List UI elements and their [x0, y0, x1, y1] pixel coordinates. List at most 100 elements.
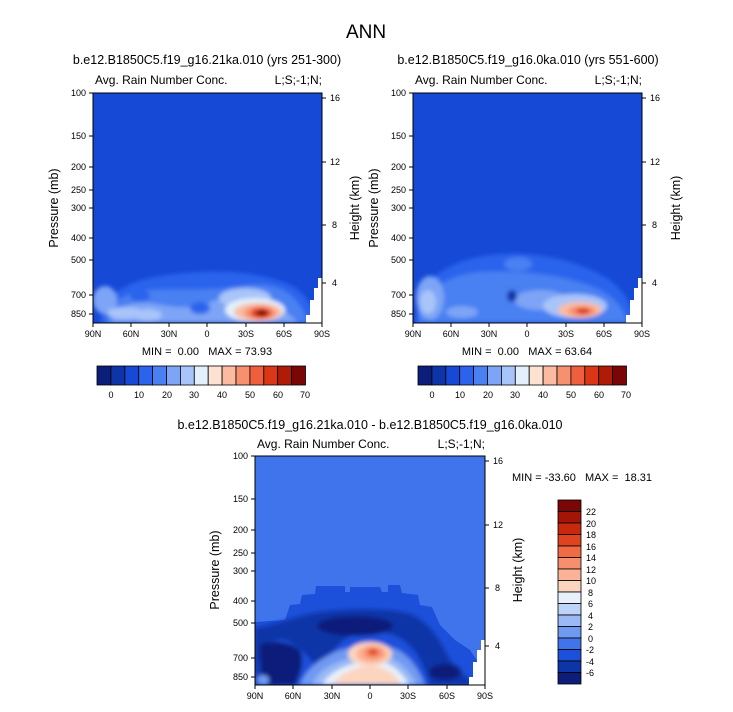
panel-2-colorbar-boxes — [417, 365, 627, 386]
colorbar-box — [557, 499, 582, 512]
panel-3-ytick-200: 200 — [233, 525, 248, 535]
panel-2-cbtick-10: 10 — [455, 390, 465, 400]
panel-1-colorbar: 0 10 20 30 40 50 60 70 — [96, 365, 310, 400]
figure-title: ANN — [346, 22, 386, 43]
panel-2-xtick-60N: 60N — [443, 329, 460, 339]
colorbar-box — [124, 365, 140, 386]
panel-3-ytick-500: 500 — [233, 618, 248, 628]
colorbar-box — [598, 365, 614, 386]
panel-1-cbtick-10: 10 — [134, 390, 144, 400]
panel-3-xtick-30N: 30N — [324, 691, 341, 701]
panel-2-title: b.e12.B1850C5.f19_g16.0ka.010 (yrs 551-6… — [397, 53, 658, 67]
panel-2-plot-area — [412, 92, 643, 324]
panel-3-y2tick-4: 4 — [495, 641, 500, 651]
panel-3-xtick-90S: 90S — [477, 691, 493, 701]
panel-1-y2tick-4: 4 — [332, 278, 337, 288]
panel-3-cbtick-m4: -4 — [586, 657, 594, 667]
panel-2-cbtick-60: 60 — [594, 390, 604, 400]
colorbar-box — [291, 365, 306, 386]
panel-3-ytick-850: 850 — [233, 672, 248, 682]
colorbar-box — [459, 365, 475, 386]
colorbar-box — [431, 365, 447, 386]
panel-1-cbtick-30: 30 — [189, 390, 199, 400]
panel-2-y2tick-4: 4 — [652, 278, 657, 288]
colorbar-box — [473, 365, 488, 386]
panel-3-ytick-300: 300 — [233, 566, 248, 576]
panel-2-cbtick-50: 50 — [566, 390, 576, 400]
panel-1-ytick-300: 300 — [71, 203, 86, 213]
colorbar-box — [138, 365, 153, 386]
panel-3-cbtick-2: 2 — [588, 622, 593, 632]
panel-2-y2tick-16: 16 — [650, 93, 660, 103]
panel-1-cbtick-40: 40 — [217, 390, 227, 400]
colorbar-box — [557, 580, 582, 593]
colorbar-box — [570, 365, 586, 386]
panel-3-plot-area — [254, 455, 486, 686]
panel-2-ytick-200: 200 — [391, 162, 406, 172]
panel-3-title: b.e12.B1850C5.f19_g16.21ka.010 - b.e12.B… — [177, 418, 562, 432]
panel-3-cbtick-20: 20 — [586, 519, 596, 529]
panel-1-ytick-200: 200 — [71, 162, 86, 172]
panel-2-cbtick-0: 0 — [429, 390, 434, 400]
colorbar-box — [96, 365, 112, 386]
panel-2-xtick-30N: 30N — [481, 329, 498, 339]
colorbar-box — [179, 365, 195, 386]
panel-1-ytick-700: 700 — [71, 290, 86, 300]
colorbar-box — [277, 365, 293, 386]
colorbar-box — [557, 660, 582, 673]
panel-2-ytick-100: 100 — [391, 88, 406, 98]
colorbar-box — [557, 603, 582, 616]
colorbar-box — [528, 365, 544, 386]
panel-3-cbtick-m6: -6 — [586, 668, 594, 678]
panel-1-xtick-60N: 60N — [123, 329, 140, 339]
panel-3-cbtick-8: 8 — [588, 588, 593, 598]
panel-3-left-label: Avg. Rain Number Conc. — [257, 437, 390, 451]
colorbar-box — [584, 365, 600, 386]
panel-3-y2tick-16: 16 — [493, 456, 503, 466]
panel-3-contours — [255, 585, 485, 685]
colorbar-box — [166, 365, 181, 386]
colorbar-box — [207, 365, 223, 386]
panel-3-colorbar-boxes — [557, 499, 582, 685]
panel-2-right-label: L;S;-1;N; — [595, 73, 642, 87]
panel-1-plot-area — [92, 92, 323, 324]
panel-1-cbtick-0: 0 — [108, 390, 113, 400]
colorbar-box — [557, 522, 582, 535]
panel-1-ytick-250: 250 — [71, 185, 86, 195]
panel-2-ytick-300: 300 — [391, 203, 406, 213]
panel-2-ytick-400: 400 — [391, 233, 406, 243]
panel-1-y2tick-8: 8 — [332, 220, 337, 230]
colorbar-box — [612, 365, 627, 386]
panel-2-axes: 90N 60N 30N 0 30S 60S 90S 100 150 200 25… — [391, 88, 660, 339]
panel-3-ytick-400: 400 — [233, 596, 248, 606]
panel-3-y2tick-8: 8 — [495, 583, 500, 593]
panel-1-xtick-60S: 60S — [276, 329, 292, 339]
panel-3-colorbar: 22 20 18 16 14 12 10 8 6 4 2 0 -2 -4 -6 — [557, 499, 596, 685]
panel-1-contours — [93, 271, 318, 323]
panel-2-cbtick-20: 20 — [483, 390, 493, 400]
panel-3-cbtick-0: 0 — [588, 634, 593, 644]
panel-1-cbtick-20: 20 — [162, 390, 172, 400]
panel-1-cbtick-60: 60 — [273, 390, 283, 400]
panel-3-right-label: L;S;-1;N; — [438, 437, 485, 451]
panel-2-left-label: Avg. Rain Number Conc. — [415, 73, 548, 87]
panel-2-xtick-90S: 90S — [634, 329, 650, 339]
panel-1-right-label: L;S;-1;N; — [275, 73, 322, 87]
panel-3-cbtick-10: 10 — [586, 576, 596, 586]
colorbar-box — [445, 365, 461, 386]
panel-1: b.e12.B1850C5.f19_g16.21ka.010 (yrs 251-… — [47, 53, 362, 400]
colorbar-box — [542, 365, 558, 386]
panel-2-cbtick-70: 70 — [621, 390, 631, 400]
panel-1-xtick-30S: 30S — [238, 329, 254, 339]
panel-3-xtick-60N: 60N — [285, 691, 302, 701]
panel-3-xtick-90N: 90N — [247, 691, 264, 701]
panel-2-cbtick-40: 40 — [538, 390, 548, 400]
colorbar-box — [557, 534, 582, 547]
panel-2-contours — [416, 253, 636, 323]
colorbar-box — [557, 591, 582, 604]
panel-1-y2tick-16: 16 — [330, 93, 340, 103]
colorbar-box — [514, 365, 530, 386]
panel-1-y2label: Height (km) — [348, 176, 362, 241]
panel-1-y2tick-12: 12 — [330, 157, 340, 167]
